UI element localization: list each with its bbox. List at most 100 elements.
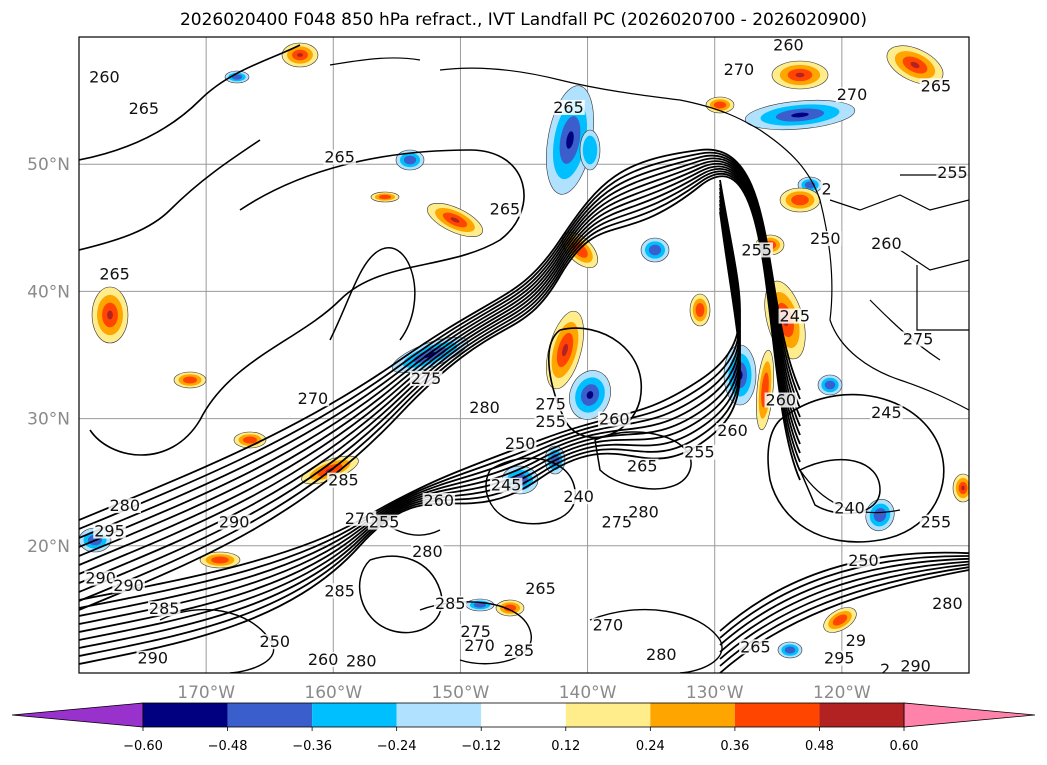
lat-tick-label: 30°N — [27, 410, 70, 430]
contour-label-halo — [217, 514, 251, 530]
contour-label: 285 — [328, 471, 359, 490]
coastline — [829, 194, 969, 211]
contour-label-halo — [409, 370, 443, 386]
anomaly-level — [695, 302, 705, 318]
contour-label-halo — [847, 552, 880, 568]
colorbar-bin — [819, 703, 904, 727]
contour-label: 265 — [99, 265, 130, 284]
contour-label: 275 — [602, 513, 633, 532]
ivt-contour — [89, 149, 525, 456]
anomaly-level — [423, 352, 437, 358]
lon-tick-label: 160°W — [304, 683, 362, 703]
anomaly-level — [832, 614, 848, 626]
contour-label-halo — [411, 543, 444, 559]
contour-label: 265 — [324, 148, 355, 167]
anomaly-level — [503, 604, 517, 612]
contour-label: 265 — [525, 579, 556, 598]
contour-label: 280 — [412, 542, 443, 561]
colorbar-bin — [312, 703, 397, 727]
contour-label: 255 — [937, 163, 968, 182]
contour-label: 290 — [113, 576, 144, 595]
anomaly-blob — [817, 374, 843, 396]
contour-label-halo — [98, 266, 131, 282]
anomaly-blob — [886, 45, 944, 85]
contour-label-halo — [936, 164, 969, 180]
colorbar-bins — [11, 702, 1036, 728]
anomaly-level — [582, 135, 598, 165]
map-frame — [78, 36, 970, 674]
contour-label: 290 — [137, 649, 168, 668]
contour-label: 2 — [880, 660, 890, 679]
contour-label: 240 — [834, 499, 865, 518]
lat-tick-label: 40°N — [27, 282, 70, 302]
contour-label-halo — [147, 601, 181, 617]
contour-label-halo — [809, 230, 842, 246]
anomaly-level — [562, 343, 568, 357]
contour-label: 250 — [810, 229, 841, 248]
anomaly-level — [961, 485, 965, 491]
contour-label: 255 — [921, 513, 952, 532]
contour-label-halo — [683, 444, 716, 460]
contour-label: 29 — [846, 631, 866, 650]
contour-label: 265 — [129, 99, 160, 118]
contour-label: 285 — [435, 594, 466, 613]
contour-label-halo — [716, 423, 749, 439]
contour-label: 290 — [219, 513, 250, 532]
page-title: 2026020400 F048 850 hPa refract., IVT La… — [179, 10, 867, 30]
anomaly-blob — [756, 349, 774, 431]
contour-label-halo — [503, 435, 537, 451]
ivt-contour — [79, 44, 301, 161]
contour-label: 290 — [85, 569, 116, 588]
ivt-contour — [358, 555, 443, 634]
colorbar-bin — [227, 703, 313, 727]
contour-label: 250 — [505, 434, 536, 453]
contour-label-halo — [489, 477, 523, 493]
contour-label-halo — [488, 201, 522, 217]
anomaly-blob — [579, 129, 601, 171]
coastline — [916, 265, 969, 331]
contour-label: 255 — [684, 443, 715, 462]
colorbar-bin — [481, 703, 566, 727]
contour-label: 275 — [535, 394, 566, 413]
colorbar-tick-labels: −0.60 −0.48 −0.36 −0.24 −0.12 0.12 0.24 0.36 0.4… — [123, 727, 918, 754]
contour-label: 275 — [460, 622, 491, 641]
anomaly-level — [473, 602, 487, 608]
colorbar-bin — [565, 703, 651, 727]
anomaly-blob — [427, 202, 483, 238]
ivt-contour — [79, 175, 801, 611]
colorbar-tick-label: −0.48 — [208, 739, 248, 754]
coastline — [869, 299, 941, 361]
contour-label-halo — [919, 514, 953, 530]
contour-label-halo — [323, 583, 356, 599]
contour-label: 295 — [94, 522, 125, 541]
ivt-contour — [719, 557, 969, 646]
ivt-contour — [719, 551, 969, 632]
contour-label-halo — [534, 414, 567, 430]
ivt-contour — [79, 139, 261, 251]
contour-label: 265 — [553, 98, 584, 117]
contour-label-halo — [534, 396, 567, 412]
contour-label-halo — [870, 405, 903, 421]
anomaly-level — [795, 72, 805, 78]
contour-label-halo — [772, 37, 805, 53]
coastlines — [329, 57, 969, 411]
contour-label-halo — [88, 69, 121, 85]
ivt-contour — [79, 207, 741, 657]
lon-tick-label: 130°W — [686, 683, 744, 703]
contour-label-halo — [127, 101, 161, 117]
anomaly-level — [231, 74, 243, 80]
contour-label-halo — [108, 498, 142, 514]
contour-label: 280 — [346, 651, 377, 670]
contour-label-halo — [899, 658, 932, 673]
contour-label-halo — [870, 236, 903, 252]
contour-label: 260 — [599, 410, 630, 429]
longitude-tick-labels: 170°W 160°W 150°W 140°W 130°W 120°W — [177, 683, 871, 703]
ivt-contour — [79, 203, 741, 649]
contour-label: 280 — [628, 502, 659, 521]
anomaly-level — [450, 217, 460, 223]
contour-label: 255 — [369, 513, 400, 532]
contour-label: 260 — [766, 391, 797, 410]
contour-label: 270 — [593, 616, 624, 635]
